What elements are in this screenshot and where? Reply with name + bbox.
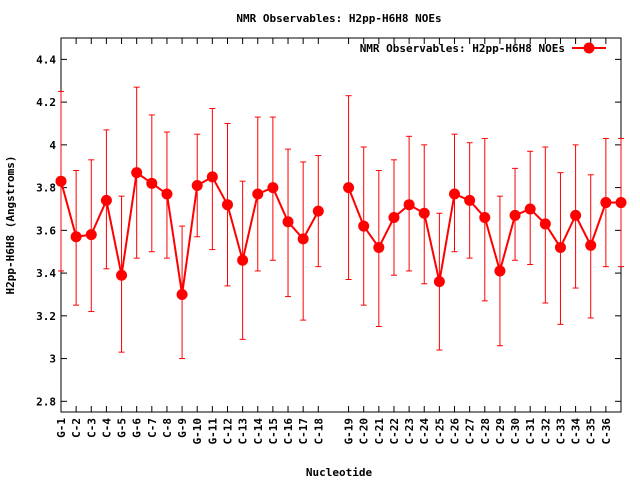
x-tick-label: C-18 [312, 418, 325, 445]
data-point [237, 254, 249, 266]
data-point [539, 218, 551, 230]
x-tick-label: C-17 [297, 418, 310, 445]
data-point [221, 199, 233, 211]
x-tick-label: C-8 [161, 418, 174, 438]
x-tick-label: C-4 [100, 418, 113, 438]
data-point [206, 171, 218, 183]
x-tick-label: C-7 [146, 418, 159, 438]
data-point [146, 177, 158, 189]
data-point [388, 212, 400, 224]
y-tick-label: 4.2 [36, 96, 56, 109]
x-tick-label: C-2 [70, 418, 83, 438]
x-tick-label: C-25 [433, 418, 446, 445]
data-point [116, 269, 128, 281]
x-tick-label: G-1 [55, 418, 68, 438]
x-tick-label: C-31 [524, 418, 537, 445]
data-point [418, 207, 430, 219]
data-point [252, 188, 264, 200]
x-tick-label: C-24 [418, 418, 431, 445]
data-point [176, 288, 188, 300]
x-tick-label: C-30 [509, 418, 522, 445]
data-point [585, 239, 597, 251]
x-tick-label: G-5 [116, 418, 129, 438]
data-point [131, 167, 143, 179]
data-point [312, 205, 324, 217]
legend: NMR Observables: H2pp-H6H8 NOEs [360, 42, 606, 55]
data-point [282, 216, 294, 228]
x-tick-label: C-32 [539, 418, 552, 445]
x-tick-label: C-35 [585, 418, 598, 445]
data-point [464, 194, 476, 206]
x-tick-label: C-27 [464, 418, 477, 445]
data-point [267, 182, 279, 194]
x-tick-label: C-16 [282, 418, 295, 445]
x-tick-label: C-22 [388, 418, 401, 445]
y-tick-label: 3.6 [36, 224, 56, 237]
data-point [70, 231, 82, 243]
chart-title: NMR Observables: H2pp-H6H8 NOEs [236, 12, 441, 25]
data-point [494, 265, 506, 277]
series-line [60, 170, 320, 295]
x-tick-label: G-10 [191, 418, 204, 445]
data-point [433, 276, 445, 288]
data-point [373, 241, 385, 253]
x-tick-label: G-19 [343, 418, 356, 445]
x-tick-label: C-13 [237, 418, 250, 445]
legend-marker-sample [583, 42, 595, 54]
data-point [358, 220, 370, 232]
x-tick-label: C-21 [373, 418, 386, 445]
data-point [100, 194, 112, 206]
x-tick-label: C-20 [358, 418, 371, 445]
data-point [85, 229, 97, 241]
data-point [297, 233, 309, 245]
x-tick-label: C-29 [494, 418, 507, 445]
x-tick-label: G-11 [206, 418, 219, 445]
x-tick-label: G-9 [176, 418, 189, 438]
data-point [161, 188, 173, 200]
legend-label: NMR Observables: H2pp-H6H8 NOEs [360, 42, 565, 55]
x-tick-label: C-26 [449, 418, 462, 445]
x-tick-label: C-36 [600, 418, 613, 445]
data-point [509, 209, 521, 221]
x-tick-label: C-34 [570, 418, 583, 445]
y-tick-label: 3.8 [36, 182, 56, 195]
x-tick-label: G-6 [131, 418, 144, 438]
y-tick-label: 3.4 [36, 267, 56, 280]
data-point [615, 197, 627, 209]
x-tick-label: C-28 [479, 418, 492, 445]
x-tick-label: C-14 [252, 418, 265, 445]
data-point [524, 203, 536, 215]
data-point [449, 188, 461, 200]
x-tick-label: C-33 [554, 418, 567, 445]
x-tick-label: C-3 [85, 418, 98, 438]
x-tick-label: C-15 [267, 418, 280, 445]
y-tick-label: 3.2 [36, 310, 56, 323]
data-point [191, 179, 203, 191]
x-axis-label: Nucleotide [306, 466, 373, 479]
data-point [600, 197, 612, 209]
data-point [554, 241, 566, 253]
plot-area: 2.833.23.43.63.844.24.4G-1 C-2 C-3 C-4 G-5 G-… [36, 37, 627, 445]
y-tick-label: 3 [49, 353, 56, 366]
data-point [403, 199, 415, 211]
y-tick-label: 2.8 [36, 395, 56, 408]
data-point [343, 182, 355, 194]
y-tick-label: 4.4 [36, 53, 56, 66]
data-point [55, 175, 67, 187]
y-tick-label: 4 [49, 139, 56, 152]
y-axis-label: H2pp-H6H8 (Angstroms) [4, 155, 17, 294]
x-tick-label: C-23 [403, 418, 416, 445]
x-tick-label: C-12 [221, 418, 234, 445]
data-point [479, 212, 491, 224]
data-point [570, 209, 582, 221]
